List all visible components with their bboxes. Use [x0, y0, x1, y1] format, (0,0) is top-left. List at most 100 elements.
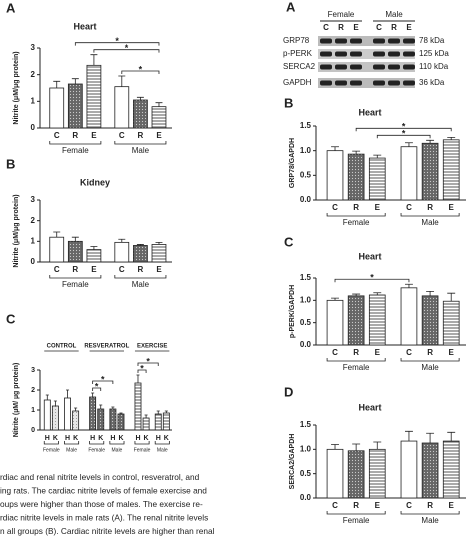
group-label: Male — [421, 218, 439, 227]
bar — [51, 405, 59, 431]
blot-lane-label: E — [406, 23, 412, 32]
blot-band — [373, 38, 385, 44]
y-tick-label: 0 — [31, 427, 35, 434]
x-tick-label: C — [332, 203, 338, 212]
group-label: Female — [343, 363, 370, 372]
panel-letter: A — [286, 0, 296, 14]
bar — [117, 413, 125, 431]
bar — [347, 450, 365, 499]
bar — [67, 83, 83, 129]
x-tick-label: E — [375, 203, 381, 212]
group-label: Male — [421, 516, 439, 525]
bar — [49, 236, 65, 263]
bar — [134, 382, 142, 431]
x-tick-label: E — [375, 348, 381, 357]
bar — [133, 99, 148, 129]
group-bracket — [326, 511, 386, 515]
bar — [151, 106, 167, 129]
significance-label: * — [140, 363, 144, 373]
chart-title: Heart — [358, 107, 381, 117]
y-tick-label: 1 — [31, 407, 35, 414]
y-tick-label: 1.5 — [300, 121, 312, 130]
x-tick-label: R — [353, 348, 359, 357]
panel-letter: A — [6, 0, 16, 15]
significance-bracket — [92, 380, 114, 384]
x-tick-label: R — [427, 203, 433, 212]
group-bracket — [400, 358, 460, 362]
group-label: Female — [343, 218, 370, 227]
group-label: Male — [132, 146, 150, 155]
x-tick-label: H — [90, 435, 95, 442]
caption-line: rdiac and renal nitrite levels in contro… — [0, 472, 200, 482]
group-bracket — [400, 511, 460, 515]
significance-bracket — [334, 278, 410, 283]
blot-band — [350, 80, 362, 86]
x-tick-label: C — [119, 265, 125, 274]
blot-band — [350, 64, 362, 70]
blot-size-label: 110 kDa — [419, 62, 449, 71]
blot-band — [335, 80, 347, 86]
x-tick-label: K — [164, 435, 169, 442]
group-bracket — [89, 441, 105, 445]
top-group-label: CONTROL — [47, 344, 77, 350]
y-axis-label: Nitrite (µM/ µg protein) — [13, 363, 20, 438]
bar — [67, 240, 83, 263]
blot-band — [320, 80, 332, 86]
group-bracket — [49, 141, 102, 145]
bar — [326, 150, 344, 201]
group-label: Female — [62, 146, 89, 155]
error-bar — [136, 96, 144, 100]
panel-letter: B — [284, 95, 293, 110]
blot-size-label: 125 kDa — [419, 49, 449, 58]
error-bar — [373, 292, 382, 295]
y-axis-label: SERCA2/GAPDH — [289, 434, 296, 490]
group-bracket — [109, 441, 125, 445]
blot-band — [335, 51, 347, 57]
significance-label: * — [125, 43, 129, 53]
x-tick-label: C — [406, 501, 412, 510]
bar — [368, 448, 386, 499]
y-tick-label: 2 — [31, 70, 36, 79]
x-tick-label: K — [98, 435, 103, 442]
error-bar — [144, 414, 148, 418]
bar — [154, 413, 162, 431]
group-bracket — [400, 213, 460, 217]
x-tick-label: R — [72, 131, 78, 140]
blot-size-label: 78 kDa — [419, 36, 445, 45]
error-bar — [373, 154, 382, 159]
y-tick-label: 0.5 — [300, 170, 312, 179]
bar — [368, 294, 386, 346]
bar — [86, 249, 102, 263]
group-bracket — [49, 275, 102, 279]
group-label: Female — [343, 516, 370, 525]
bar — [421, 295, 439, 346]
group-bracket — [43, 441, 59, 445]
y-tick-label: 1 — [31, 96, 36, 105]
error-bar — [164, 410, 168, 413]
error-bar — [404, 430, 413, 442]
error-bar — [331, 297, 339, 301]
blot-group-label: Female — [328, 10, 355, 19]
bar — [326, 448, 344, 499]
blot-band — [388, 38, 400, 44]
error-bar — [404, 142, 413, 147]
x-tick-label: C — [406, 203, 412, 212]
blot-band — [388, 80, 400, 86]
bar — [442, 440, 460, 499]
significance-label: * — [95, 381, 99, 391]
bar — [89, 396, 97, 431]
significance-bracket — [137, 369, 147, 373]
y-tick-label: 1.0 — [300, 295, 312, 304]
x-tick-label: H — [135, 435, 140, 442]
error-bar — [91, 392, 95, 397]
bar — [109, 408, 117, 431]
x-tick-label: C — [54, 265, 60, 274]
error-bar — [426, 432, 435, 444]
significance-bracket — [376, 134, 431, 139]
error-bar — [447, 431, 456, 442]
group-label: Female — [43, 447, 60, 453]
significance-bracket — [355, 127, 452, 132]
significance-bracket — [121, 70, 160, 74]
bar — [347, 295, 365, 346]
